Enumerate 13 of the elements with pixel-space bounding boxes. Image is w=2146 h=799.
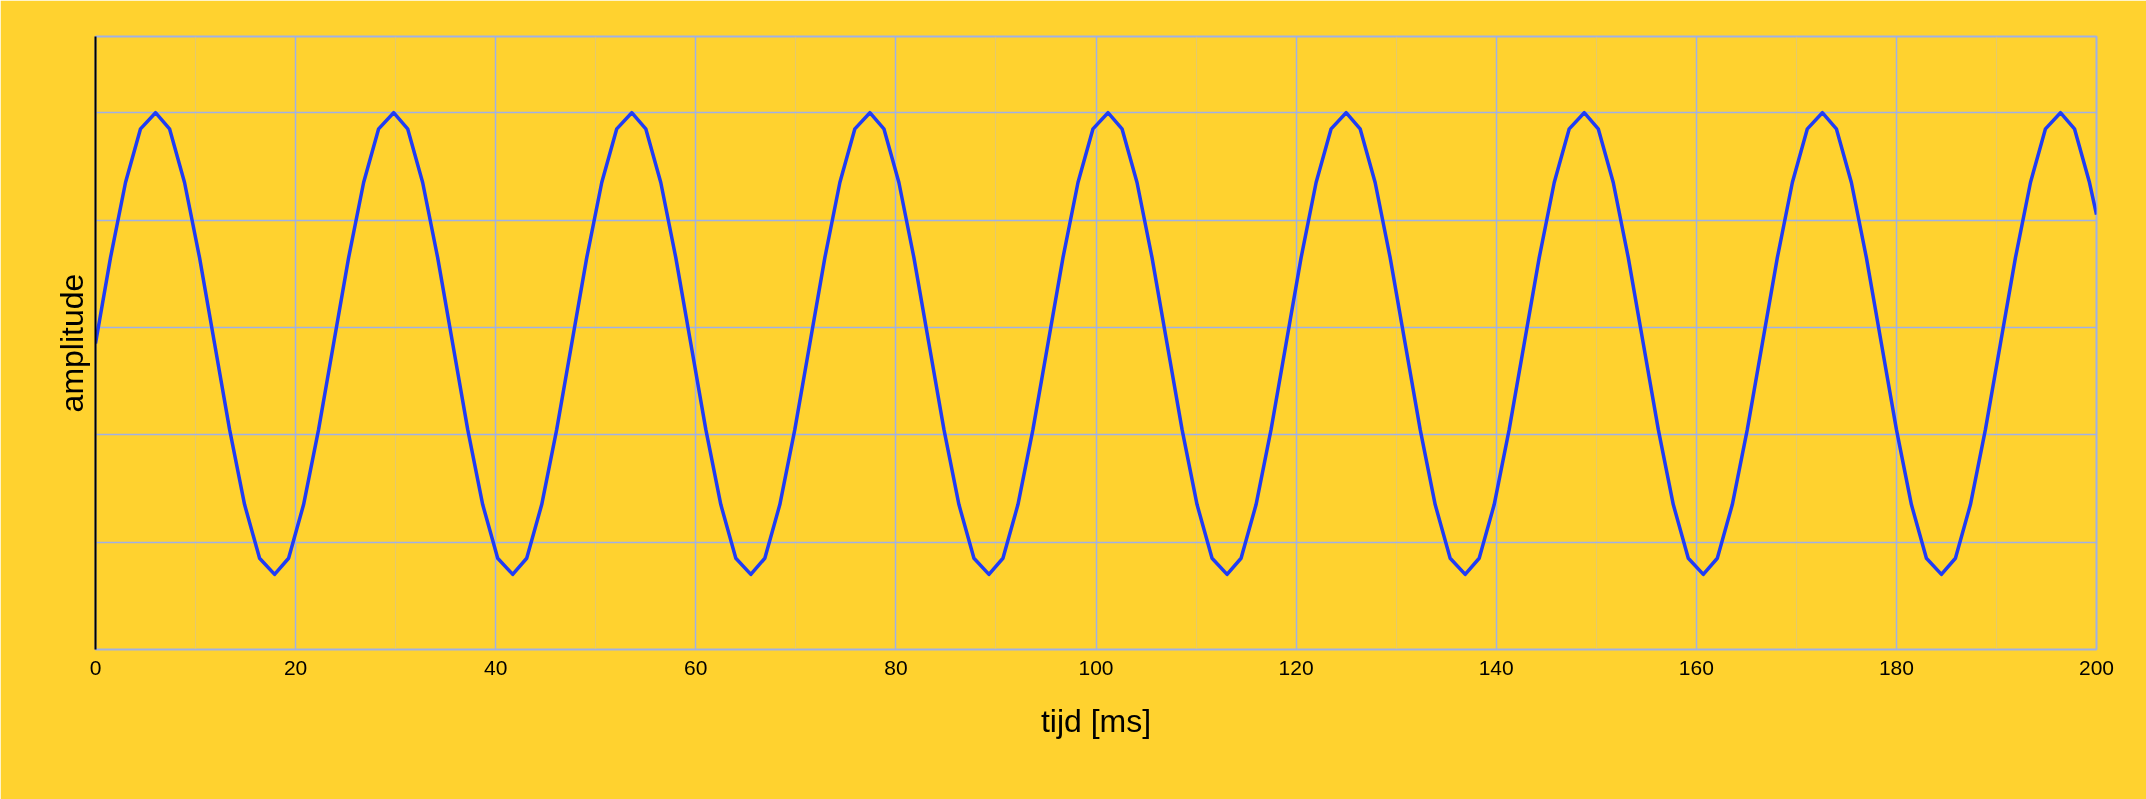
x-tick-label: 80 [884,655,908,679]
y-axis-title: amplitude [53,273,90,413]
x-tick-label: 20 [283,655,308,679]
x-tick-label: 160 [1678,655,1714,679]
x-tick-label: 40 [484,655,508,679]
x-tick-label: 60 [684,655,708,679]
x-tick-label: 200 [2078,655,2115,679]
x-tick-label: 0 [89,655,102,679]
x-tick-label: 120 [1278,655,1314,679]
x-tick-label: 100 [1078,655,1114,679]
x-tick-label: 140 [1478,655,1514,679]
x-tick-label: 180 [1878,655,1914,679]
x-axis-title: tijd [ms] [1040,702,1152,739]
